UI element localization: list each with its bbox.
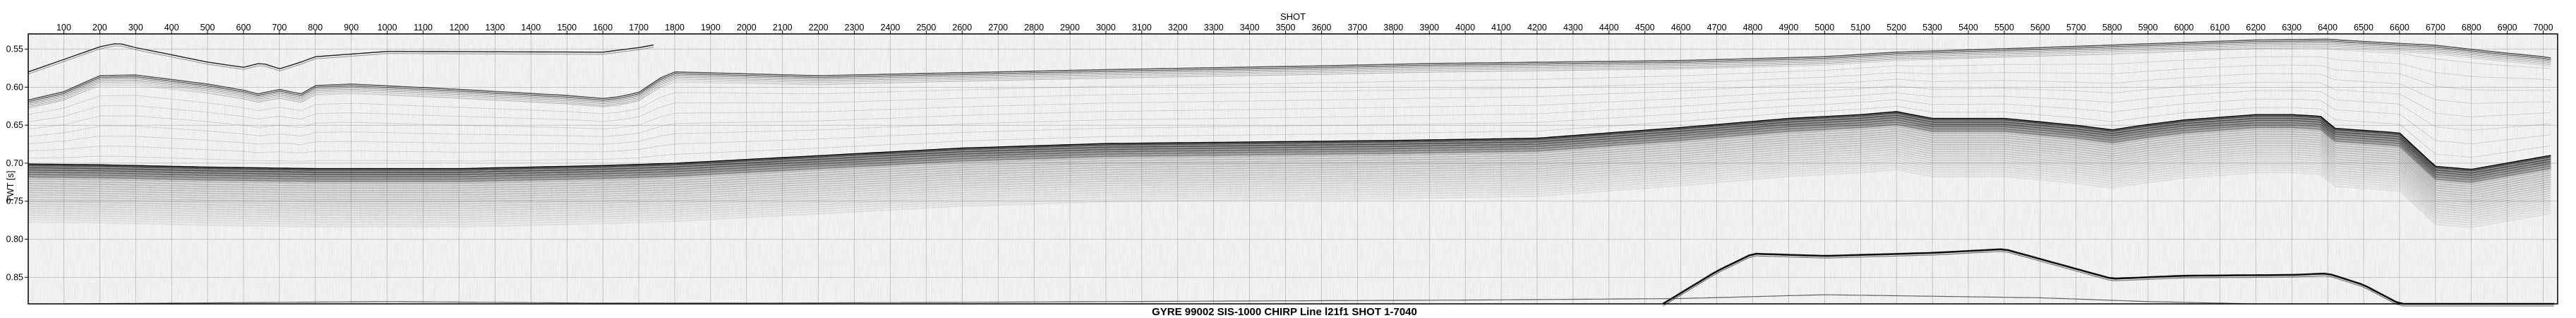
- x-tick-label: 4500: [1635, 23, 1655, 33]
- y-tick-label: 0.60: [6, 82, 23, 92]
- x-tick-label: 2900: [1060, 23, 1080, 33]
- x-tick-label: 4300: [1563, 23, 1583, 33]
- x-tick-label: 100: [56, 23, 71, 33]
- x-tick-label: 1700: [629, 23, 649, 33]
- x-tick-label: 1500: [557, 23, 577, 33]
- x-tick-label: 5000: [1814, 23, 1834, 33]
- x-tick-label: 6600: [2390, 23, 2409, 33]
- x-tick-label: 4800: [1743, 23, 1763, 33]
- y-tick-label: 0.65: [6, 120, 23, 130]
- x-tick-label: 2400: [881, 23, 901, 33]
- x-tick-label: 2000: [737, 23, 757, 33]
- x-tick-label: 6000: [2174, 23, 2194, 33]
- x-tick-label: 4100: [1491, 23, 1511, 33]
- x-tick-label: 1100: [414, 23, 433, 33]
- x-tick-label: 6100: [2210, 23, 2229, 33]
- seismic-section: [28, 33, 2558, 307]
- y-tick-label: 0.80: [6, 235, 23, 245]
- x-tick-label: 7000: [2534, 23, 2553, 33]
- x-tick-label: 300: [128, 23, 143, 33]
- x-tick-label: 4700: [1707, 23, 1727, 33]
- x-tick-label: 5600: [2030, 23, 2050, 33]
- x-axis-title: SHOT: [1280, 11, 1306, 22]
- y-tick-label: 0.55: [6, 45, 23, 54]
- x-tick-label: 600: [236, 23, 251, 33]
- x-tick-label: 1300: [485, 23, 505, 33]
- y-tick-label: 0.75: [6, 196, 23, 206]
- x-tick-label: 5700: [2066, 23, 2086, 33]
- x-tick-label: 3000: [1096, 23, 1116, 33]
- reflector-top-surface: [28, 43, 654, 75]
- x-tick-label: 3800: [1383, 23, 1403, 33]
- x-tick-label: 4000: [1455, 23, 1475, 33]
- intermediate-layering: [28, 47, 2551, 162]
- x-tick-label: 2300: [845, 23, 865, 33]
- x-tick-label: 1200: [450, 23, 469, 33]
- x-tick-label: 3600: [1312, 23, 1332, 33]
- reflector-upper: [28, 38, 2551, 110]
- x-tick-label: 800: [308, 23, 323, 33]
- x-tick-label: 2600: [952, 23, 972, 33]
- x-tick-label: 6800: [2462, 23, 2481, 33]
- x-tick-label: 5200: [1886, 23, 1906, 33]
- x-tick-label: 1800: [665, 23, 685, 33]
- x-tick-label: 1000: [378, 23, 397, 33]
- y-tick-label: 0.85: [6, 272, 23, 282]
- x-tick-label: 4200: [1527, 23, 1547, 33]
- x-tick-label: 6300: [2282, 23, 2301, 33]
- reflector-basal: [64, 294, 2558, 305]
- y-axis: 0.55 0.60 0.65 0.70 0.75 0.80 0.85: [6, 45, 28, 282]
- x-tick-label: 4400: [1599, 23, 1619, 33]
- x-tick-label: 5800: [2102, 23, 2122, 33]
- x-tick-label: 400: [164, 23, 179, 33]
- x-tick-label: 6500: [2354, 23, 2373, 33]
- x-tick-label: 3100: [1132, 23, 1152, 33]
- x-tick-label: 3900: [1419, 23, 1439, 33]
- reflector-main: [28, 111, 2551, 228]
- x-tick-label: 1400: [521, 23, 541, 33]
- x-tick-label: 6900: [2498, 23, 2517, 33]
- x-tick-label: 6200: [2246, 23, 2265, 33]
- x-tick-label: 700: [272, 23, 287, 33]
- x-tick-label: 5500: [1994, 23, 2014, 33]
- x-tick-label: 5400: [1958, 23, 1978, 33]
- x-tick-label: 5100: [1850, 23, 1870, 33]
- x-tick-label: 3700: [1347, 23, 1367, 33]
- x-tick-label: 3300: [1204, 23, 1224, 33]
- x-tick-label: 3400: [1240, 23, 1260, 33]
- x-tick-label: 2200: [809, 23, 829, 33]
- x-tick-label: 2700: [988, 23, 1008, 33]
- x-tick-label: 5300: [1922, 23, 1942, 33]
- x-tick-label: 4600: [1671, 23, 1691, 33]
- y-tick-label: 0.70: [6, 158, 23, 168]
- x-axis: 100 200 300 400 500 600 700 800 900 1000 1100 1200 1…: [56, 23, 2553, 34]
- x-tick-label: 900: [344, 23, 359, 33]
- x-tick-label: 2100: [773, 23, 793, 33]
- x-tick-label: 6700: [2426, 23, 2445, 33]
- x-tick-label: 5900: [2138, 23, 2158, 33]
- x-tick-label: 3500: [1276, 23, 1296, 33]
- x-tick-label: 2500: [916, 23, 936, 33]
- x-tick-label: 1900: [701, 23, 721, 33]
- figure-title: GYRE 99002 SIS-1000 CHIRP Line l21f1 SHO…: [1152, 306, 1417, 318]
- x-tick-label: 3200: [1168, 23, 1188, 33]
- x-tick-label: 2800: [1024, 23, 1044, 33]
- x-tick-label: 200: [92, 23, 107, 33]
- x-tick-label: 500: [200, 23, 215, 33]
- x-tick-label: 1600: [593, 23, 613, 33]
- x-tick-label: 6400: [2318, 23, 2337, 33]
- y-axis-title: TWT [s]: [5, 170, 16, 202]
- x-tick-label: 4900: [1778, 23, 1798, 33]
